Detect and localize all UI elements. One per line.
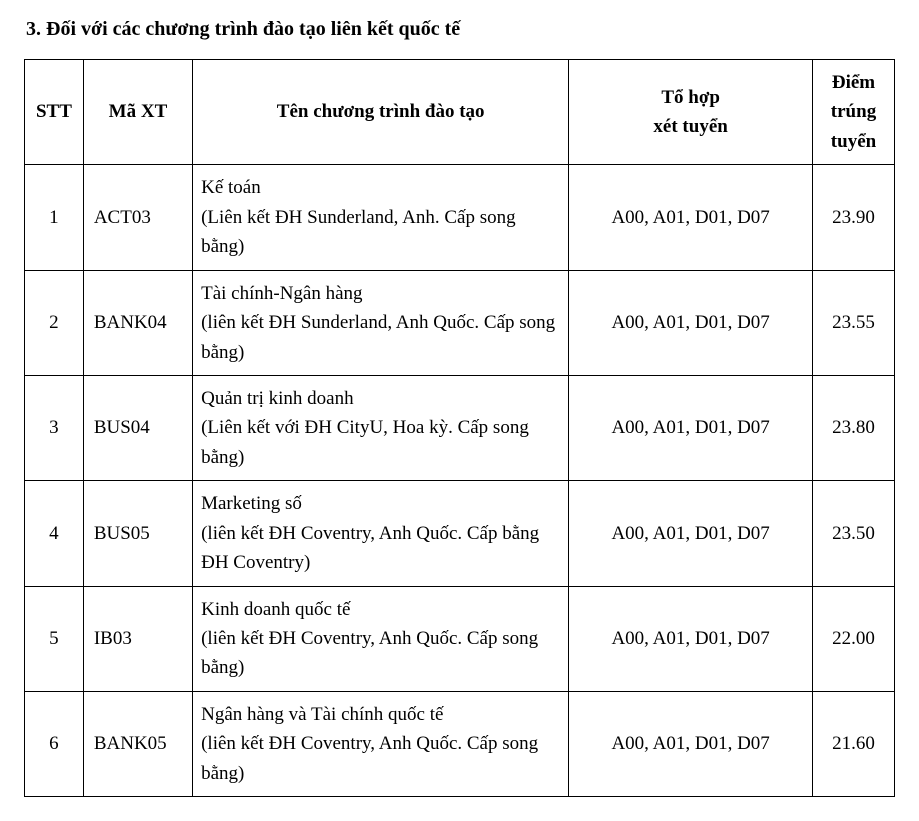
cell-code: BUS04 bbox=[83, 375, 192, 480]
table-row: 2BANK04Tài chính-Ngân hàng(liên kết ĐH S… bbox=[25, 270, 895, 375]
col-combo-l1: Tổ hợp bbox=[577, 83, 804, 112]
cell-stt: 1 bbox=[25, 165, 84, 270]
cell-name: Marketing số(liên kết ĐH Coventry, Anh Q… bbox=[193, 481, 569, 586]
col-score-l1: Điểm bbox=[821, 68, 886, 97]
cell-name-detail: (liên kết ĐH Coventry, Anh Quốc. Cấp son… bbox=[201, 624, 560, 683]
section-heading: 3. Đối với các chương trình đào tạo liên… bbox=[26, 18, 895, 41]
cell-score: 23.55 bbox=[813, 270, 895, 375]
cell-code: BANK04 bbox=[83, 270, 192, 375]
cell-name-detail: (liên kết ĐH Coventry, Anh Quốc. Cấp son… bbox=[201, 729, 560, 788]
cell-combo: A00, A01, D01, D07 bbox=[569, 586, 813, 691]
cell-combo: A00, A01, D01, D07 bbox=[569, 375, 813, 480]
cell-name: Ngân hàng và Tài chính quốc tế(liên kết … bbox=[193, 691, 569, 796]
cell-code: BUS05 bbox=[83, 481, 192, 586]
table-row: 3BUS04Quản trị kinh doanh(Liên kết với Đ… bbox=[25, 375, 895, 480]
cell-score: 23.50 bbox=[813, 481, 895, 586]
cell-name: Kế toán(Liên kết ĐH Sunderland, Anh. Cấp… bbox=[193, 165, 569, 270]
cell-score: 23.80 bbox=[813, 375, 895, 480]
col-score: Điểm trúng tuyển bbox=[813, 60, 895, 165]
cell-name-title: Tài chính-Ngân hàng bbox=[201, 279, 560, 308]
cell-name-title: Kinh doanh quốc tế bbox=[201, 595, 560, 624]
cell-name: Tài chính-Ngân hàng(liên kết ĐH Sunderla… bbox=[193, 270, 569, 375]
cell-combo: A00, A01, D01, D07 bbox=[569, 481, 813, 586]
col-score-l3: tuyển bbox=[821, 127, 886, 156]
table-row: 4BUS05Marketing số(liên kết ĐH Coventry,… bbox=[25, 481, 895, 586]
table-body: 1ACT03Kế toán(Liên kết ĐH Sunderland, An… bbox=[25, 165, 895, 797]
cell-stt: 3 bbox=[25, 375, 84, 480]
cell-stt: 6 bbox=[25, 691, 84, 796]
cell-name-detail: (Liên kết ĐH Sunderland, Anh. Cấp song b… bbox=[201, 203, 560, 262]
col-name: Tên chương trình đào tạo bbox=[193, 60, 569, 165]
cell-combo: A00, A01, D01, D07 bbox=[569, 691, 813, 796]
cell-combo: A00, A01, D01, D07 bbox=[569, 165, 813, 270]
table-row: 1ACT03Kế toán(Liên kết ĐH Sunderland, An… bbox=[25, 165, 895, 270]
table-row: 6BANK05Ngân hàng và Tài chính quốc tế(li… bbox=[25, 691, 895, 796]
cell-name: Kinh doanh quốc tế(liên kết ĐH Coventry,… bbox=[193, 586, 569, 691]
cell-score: 22.00 bbox=[813, 586, 895, 691]
cell-stt: 5 bbox=[25, 586, 84, 691]
table-header-row: STT Mã XT Tên chương trình đào tạo Tổ hợ… bbox=[25, 60, 895, 165]
cell-code: IB03 bbox=[83, 586, 192, 691]
cell-name-title: Kế toán bbox=[201, 173, 560, 202]
col-score-l2: trúng bbox=[821, 97, 886, 126]
cell-code: BANK05 bbox=[83, 691, 192, 796]
programs-table: STT Mã XT Tên chương trình đào tạo Tổ hợ… bbox=[24, 59, 895, 797]
cell-stt: 2 bbox=[25, 270, 84, 375]
cell-name-title: Ngân hàng và Tài chính quốc tế bbox=[201, 700, 560, 729]
cell-name-title: Quản trị kinh doanh bbox=[201, 384, 560, 413]
cell-code: ACT03 bbox=[83, 165, 192, 270]
col-combo-l2: xét tuyển bbox=[577, 112, 804, 141]
cell-name-detail: (Liên kết với ĐH CityU, Hoa kỳ. Cấp song… bbox=[201, 413, 560, 472]
cell-stt: 4 bbox=[25, 481, 84, 586]
col-code: Mã XT bbox=[83, 60, 192, 165]
cell-name-detail: (liên kết ĐH Sunderland, Anh Quốc. Cấp s… bbox=[201, 308, 560, 367]
col-stt: STT bbox=[25, 60, 84, 165]
cell-name-title: Marketing số bbox=[201, 489, 560, 518]
cell-name-detail: (liên kết ĐH Coventry, Anh Quốc. Cấp bằn… bbox=[201, 519, 560, 578]
table-row: 5IB03Kinh doanh quốc tế(liên kết ĐH Cove… bbox=[25, 586, 895, 691]
col-combo: Tổ hợp xét tuyển bbox=[569, 60, 813, 165]
cell-name: Quản trị kinh doanh(Liên kết với ĐH City… bbox=[193, 375, 569, 480]
cell-score: 21.60 bbox=[813, 691, 895, 796]
cell-combo: A00, A01, D01, D07 bbox=[569, 270, 813, 375]
cell-score: 23.90 bbox=[813, 165, 895, 270]
